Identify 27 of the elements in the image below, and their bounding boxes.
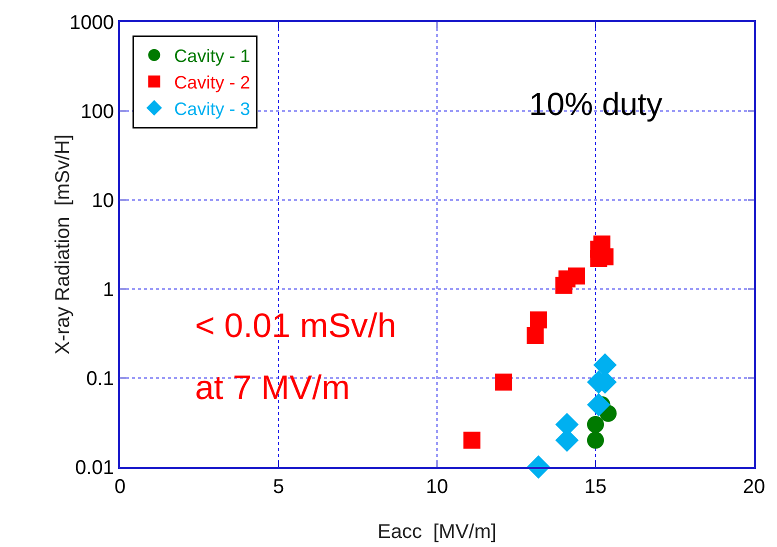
point (495, 374, 512, 391)
x-tick-label: 15 (584, 476, 607, 498)
legend-label: Cavity - 2 (174, 72, 250, 92)
y-axis-title: X-ray Radiation [mSv/H] (52, 134, 74, 355)
annotation: < 0.01 mSv/h (195, 307, 396, 345)
point (587, 432, 604, 449)
y-tick-label: 100 (80, 101, 114, 123)
point (568, 267, 585, 284)
point (526, 327, 544, 344)
x-tick-label: 5 (272, 476, 284, 498)
annotation: 10% duty (529, 86, 662, 122)
y-tick-label: 1000 (70, 12, 114, 34)
x-axis-title: Eacc [MV/m] (378, 521, 496, 543)
x-tick-label: 10 (426, 476, 448, 498)
y-tick-label: 1 (102, 279, 114, 301)
y-tick-label: 0.01 (75, 457, 114, 479)
y-tick-label: 0.1 (86, 368, 114, 390)
y-tick-label: 10 (92, 190, 114, 212)
annotation: at 7 MV/m (195, 369, 350, 407)
x-tick-label: 20 (742, 476, 766, 498)
point (463, 432, 480, 449)
point (586, 393, 610, 416)
point (530, 311, 547, 328)
x-tick-label: 0 (114, 476, 126, 498)
legend-label: Cavity - 1 (174, 46, 250, 66)
point (587, 416, 604, 434)
legend-label: Cavity - 3 (174, 98, 250, 119)
